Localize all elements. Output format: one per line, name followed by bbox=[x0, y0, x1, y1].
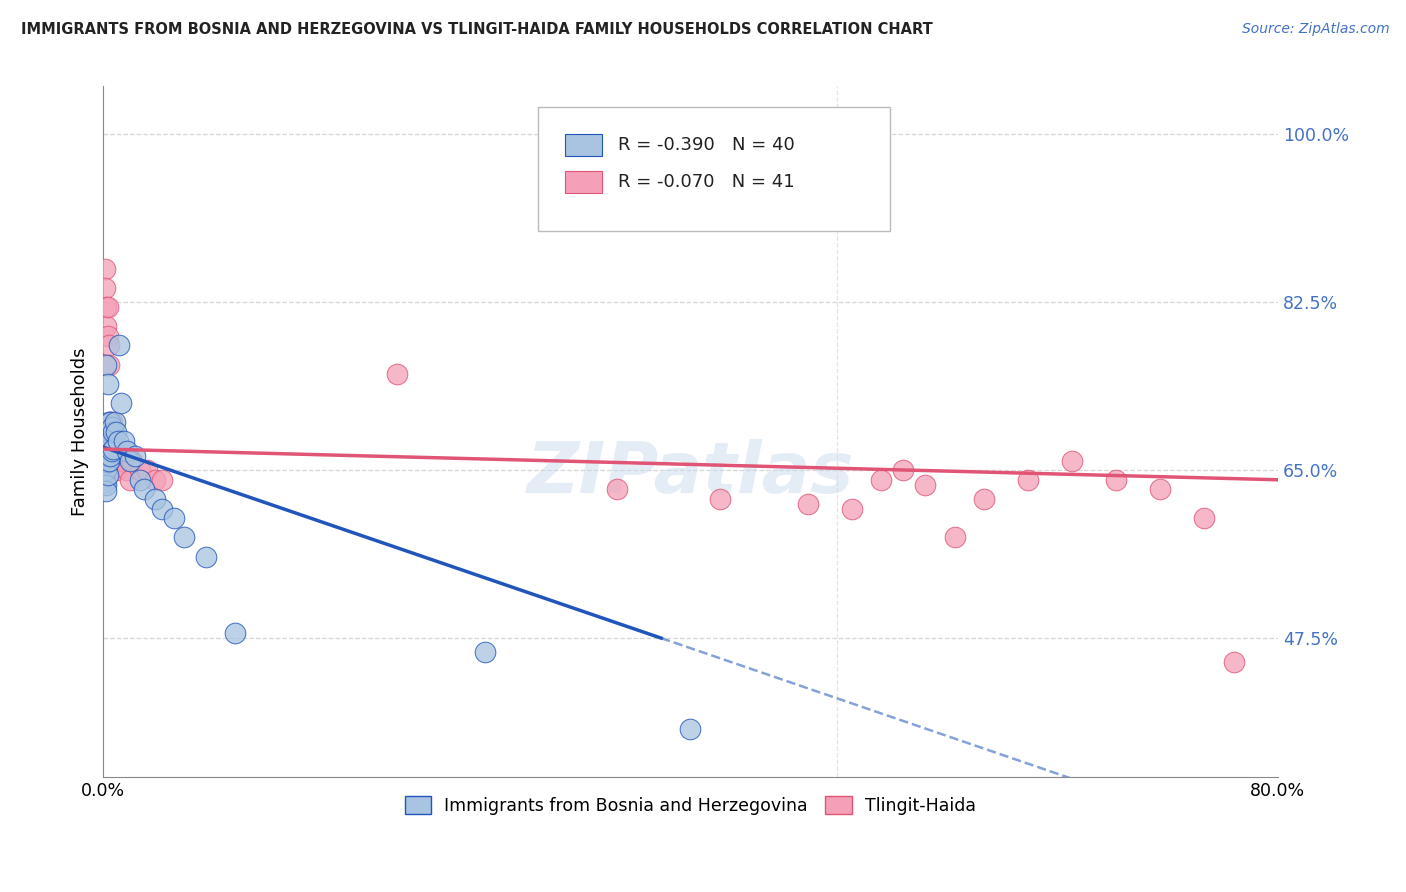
Point bbox=[100, 434, 122, 449]
Point bbox=[173, 530, 195, 544]
Point bbox=[103, 444, 125, 458]
Point bbox=[96, 328, 118, 343]
Point bbox=[134, 483, 156, 497]
Point bbox=[893, 463, 915, 477]
Point bbox=[679, 723, 702, 737]
Point bbox=[194, 549, 217, 564]
FancyBboxPatch shape bbox=[537, 107, 890, 231]
Text: IMMIGRANTS FROM BOSNIA AND HERZEGOVINA VS TLINGIT-HAIDA FAMILY HOUSEHOLDS CORREL: IMMIGRANTS FROM BOSNIA AND HERZEGOVINA V… bbox=[21, 22, 932, 37]
Point bbox=[96, 455, 118, 469]
Point bbox=[105, 463, 128, 477]
Y-axis label: Family Households: Family Households bbox=[72, 348, 89, 516]
Point bbox=[101, 444, 124, 458]
Point bbox=[93, 261, 115, 276]
Point bbox=[103, 442, 125, 456]
Point bbox=[98, 358, 121, 372]
Point bbox=[94, 300, 117, 314]
Point bbox=[112, 453, 135, 467]
Point bbox=[98, 415, 121, 429]
Point bbox=[1017, 473, 1039, 487]
Point bbox=[100, 434, 122, 449]
Point bbox=[1062, 453, 1084, 467]
Point bbox=[96, 444, 118, 458]
Point bbox=[93, 453, 115, 467]
Point bbox=[121, 453, 143, 467]
Point bbox=[150, 473, 173, 487]
Point bbox=[110, 453, 132, 467]
Point bbox=[150, 501, 173, 516]
Point bbox=[96, 376, 118, 391]
Point bbox=[797, 497, 820, 511]
Point bbox=[96, 300, 118, 314]
Text: Source: ZipAtlas.com: Source: ZipAtlas.com bbox=[1241, 22, 1389, 37]
Point bbox=[115, 463, 138, 477]
Point bbox=[474, 645, 496, 659]
FancyBboxPatch shape bbox=[565, 170, 602, 193]
Point bbox=[973, 491, 995, 506]
Point bbox=[98, 453, 121, 467]
Text: ZIPatlas: ZIPatlas bbox=[527, 439, 855, 508]
Point bbox=[94, 358, 117, 372]
Point bbox=[143, 473, 166, 487]
Point bbox=[136, 463, 159, 477]
Point bbox=[93, 475, 115, 489]
Point bbox=[143, 491, 166, 506]
Point bbox=[107, 434, 129, 449]
Point bbox=[98, 338, 121, 352]
Point bbox=[112, 434, 135, 449]
Point bbox=[105, 425, 128, 439]
Point bbox=[98, 442, 121, 456]
Point bbox=[100, 449, 122, 463]
Point bbox=[103, 425, 125, 439]
Point bbox=[128, 463, 150, 477]
Point bbox=[1223, 655, 1246, 669]
Point bbox=[100, 415, 122, 429]
Point bbox=[124, 449, 146, 463]
Point bbox=[118, 473, 141, 487]
FancyBboxPatch shape bbox=[565, 134, 602, 156]
Point bbox=[118, 453, 141, 467]
Point bbox=[914, 477, 936, 491]
Point bbox=[1194, 511, 1216, 525]
Point bbox=[128, 473, 150, 487]
Point bbox=[943, 530, 966, 544]
Point bbox=[101, 434, 124, 449]
Point bbox=[94, 477, 117, 491]
Text: R = -0.070   N = 41: R = -0.070 N = 41 bbox=[617, 173, 794, 191]
Point bbox=[870, 473, 893, 487]
Point bbox=[94, 319, 117, 334]
Point bbox=[709, 491, 731, 506]
Point bbox=[606, 483, 628, 497]
Point bbox=[841, 501, 863, 516]
Point bbox=[100, 415, 122, 429]
Text: R = -0.390   N = 40: R = -0.390 N = 40 bbox=[617, 136, 794, 154]
Point bbox=[104, 415, 127, 429]
Point bbox=[104, 453, 127, 467]
Point bbox=[93, 465, 115, 479]
Point bbox=[115, 444, 138, 458]
Point bbox=[1149, 483, 1171, 497]
Point bbox=[107, 444, 129, 458]
Legend: Immigrants from Bosnia and Herzegovina, Tlingit-Haida: Immigrants from Bosnia and Herzegovina, … bbox=[396, 788, 986, 824]
Point bbox=[1105, 473, 1128, 487]
Point bbox=[101, 415, 124, 429]
Point bbox=[101, 420, 124, 434]
Point bbox=[385, 368, 408, 382]
Point bbox=[110, 396, 132, 410]
Point bbox=[94, 484, 117, 499]
Point bbox=[93, 281, 115, 295]
Point bbox=[94, 463, 117, 477]
Point bbox=[96, 467, 118, 482]
Point bbox=[224, 626, 246, 640]
Point bbox=[162, 511, 184, 525]
Point bbox=[108, 338, 131, 352]
